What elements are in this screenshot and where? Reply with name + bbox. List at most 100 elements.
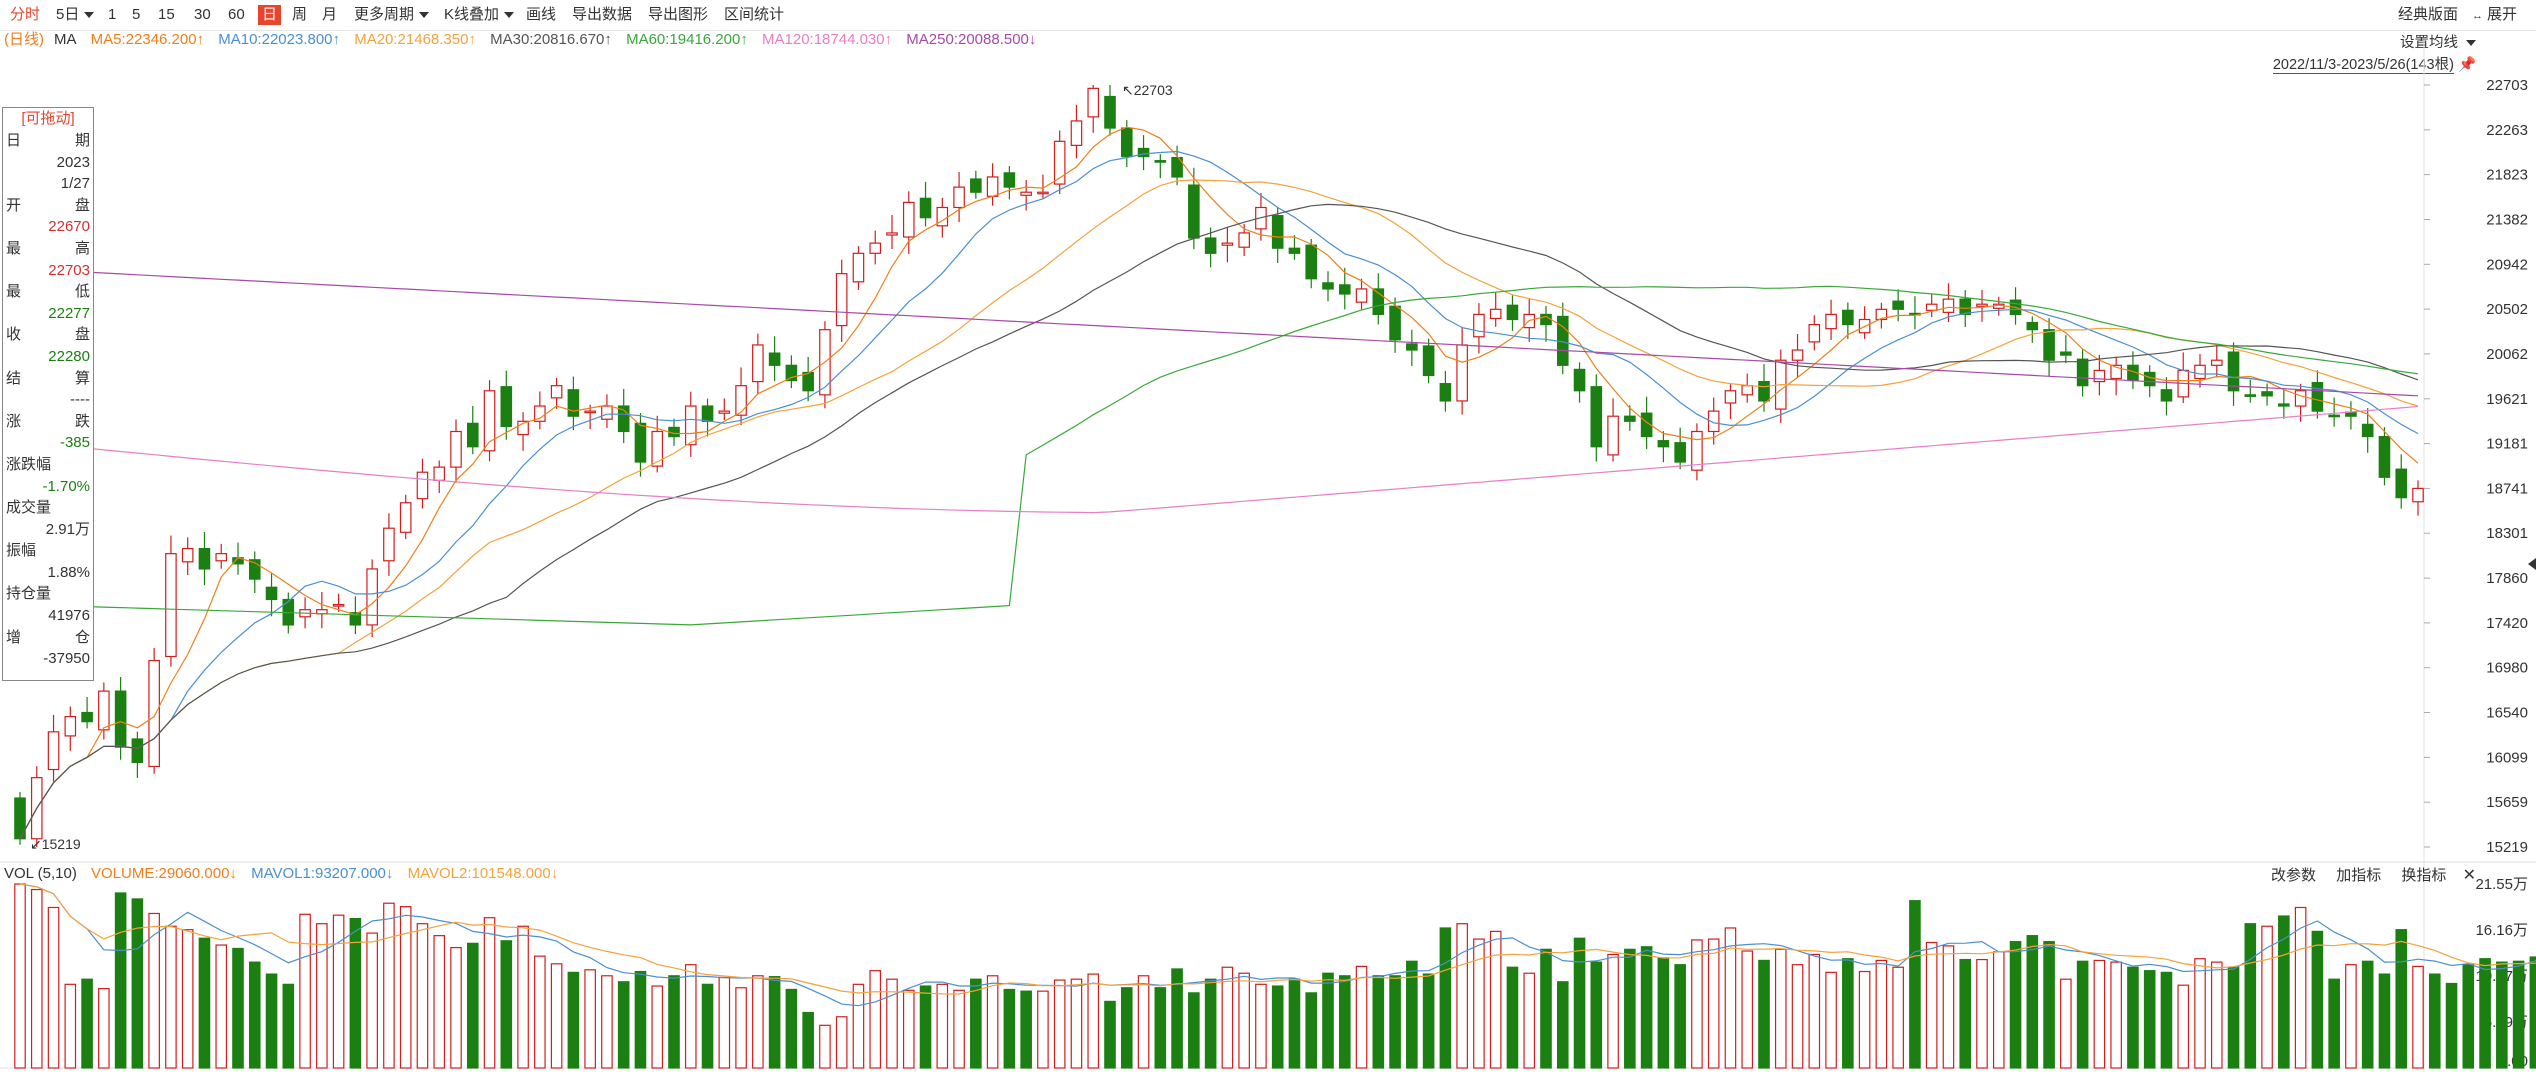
kline-overlay-label: K线叠加 — [444, 6, 500, 23]
candle-body — [366, 568, 378, 626]
ma20-value: MA20:21468.350↑ — [354, 31, 476, 48]
more-periods-dropdown[interactable]: 更多周期 — [354, 5, 430, 25]
tab-5min[interactable]: 5 — [132, 6, 141, 23]
tab-weekly[interactable]: 周 — [292, 6, 308, 23]
candle-body — [2261, 391, 2273, 397]
expand-button[interactable]: ↔ 展开 — [2472, 5, 2517, 25]
volume-bar — [81, 978, 93, 1069]
volume-bar — [1037, 990, 1049, 1069]
info-label-part: 振幅 — [6, 542, 37, 560]
export-image-button[interactable]: 导出图形 — [648, 6, 709, 23]
volume-bar — [1221, 966, 1234, 1069]
volume-bar — [802, 1011, 814, 1069]
volume-bar — [98, 987, 110, 1069]
candle-body — [1758, 380, 1770, 402]
volume-bar — [1875, 959, 1888, 1069]
volume-bar — [1909, 900, 1921, 1069]
candle-body — [2311, 382, 2324, 412]
kline-overlay-dropdown[interactable]: K线叠加 — [444, 5, 515, 25]
volume-bar — [1590, 961, 1603, 1069]
volume-bar — [1389, 975, 1401, 1069]
info-label-part: 算 — [74, 369, 90, 387]
candle-body — [1221, 242, 1234, 246]
mavol1-value: MAVOL1:93207.000↓ — [251, 865, 394, 882]
add-indicator-button[interactable]: 加指标 — [2336, 867, 2382, 884]
candle-body — [1037, 191, 1049, 195]
volume-bar — [1540, 948, 1552, 1069]
volume-bar — [500, 940, 513, 1069]
volume-bar — [970, 978, 982, 1069]
ma10-value: MA10:22023.800↑ — [218, 31, 341, 48]
info-label-part: 盘 — [74, 326, 90, 344]
set-ma-dropdown[interactable]: 设置均线 — [2273, 32, 2476, 54]
volume-bar — [265, 973, 278, 1069]
info-label: 开盘 — [3, 195, 93, 217]
volume-bar — [1422, 973, 1435, 1069]
volume-bar — [2445, 982, 2458, 1069]
candle-body — [2378, 435, 2391, 478]
volume-bar — [1053, 979, 1066, 1069]
price-axis-label: 22703 — [2486, 77, 2528, 94]
info-panel[interactable]: [可拖动] 日期 2023 1/27 开盘 22670 最高 22703 最低 22277 收盘 2… — [2, 107, 94, 681]
volume-bar — [2110, 961, 2122, 1069]
tab-monthly[interactable]: 月 — [322, 6, 338, 23]
volume-bar — [1456, 923, 1468, 1069]
candle-body — [1573, 368, 1586, 392]
range-stats-button[interactable]: 区间统计 — [724, 6, 785, 23]
volume-bar — [718, 976, 731, 1069]
close-icon[interactable]: ✕ — [2462, 867, 2476, 884]
tab-15min[interactable]: 15 — [158, 6, 175, 23]
info-label-part: 期 — [74, 132, 90, 149]
volume-bar — [1489, 930, 1502, 1069]
tab-30min[interactable]: 30 — [194, 6, 211, 23]
draw-line-button[interactable]: 画线 — [526, 6, 557, 23]
volume-bar — [1137, 975, 1150, 1069]
set-ma-label: 设置均线 — [2400, 35, 2458, 51]
switch-indicator-button[interactable]: 换指标 — [2401, 867, 2447, 884]
volume-bar — [1825, 971, 1837, 1069]
volume-bar — [1842, 958, 1854, 1069]
tab-daily[interactable]: 日 — [258, 5, 282, 25]
tab-60min[interactable]: 60 — [228, 6, 245, 23]
volume-bar — [953, 989, 965, 1069]
price-axis-label: 15659 — [2486, 794, 2528, 811]
candle-body — [1406, 343, 1418, 351]
price-axis-label: 17420 — [2486, 615, 2528, 632]
top-right-panel: 设置均线 2022/11/3-2023/5/26(143根) 📌 — [2272, 32, 2476, 76]
export-data-button[interactable]: 导出数据 — [572, 6, 633, 23]
volume-bar — [232, 947, 244, 1069]
classic-layout-button[interactable]: 经典版面 — [2398, 6, 2459, 23]
collapse-arrow-icon[interactable] — [2528, 558, 2536, 570]
tab-intraday[interactable]: 分时 — [10, 6, 41, 23]
date-range-label[interactable]: 2022/11/3-2023/5/26(143根) — [2272, 57, 2454, 74]
volume-bar — [1473, 938, 1485, 1069]
candle-body — [1288, 247, 1301, 254]
info-label: 最低 — [3, 281, 93, 303]
ma-label[interactable]: MA — [54, 31, 77, 48]
volume-bar — [2009, 941, 2022, 1069]
candle-body — [919, 197, 932, 219]
candle-body — [1489, 308, 1502, 320]
candle-body — [735, 385, 747, 416]
volume-bar — [248, 961, 261, 1069]
info-label: 日期 — [3, 130, 93, 152]
pin-icon[interactable]: 📌 — [2457, 57, 2476, 73]
volume-bar — [2496, 961, 2508, 1069]
info-label: 结算 — [3, 368, 93, 390]
expand-icon: ↔ — [2472, 10, 2483, 22]
volume-bar — [282, 983, 295, 1069]
info-value: 2023 — [56, 153, 90, 171]
info-label: 持仓量 — [3, 583, 93, 605]
tab-5day[interactable]: 5日 — [56, 5, 95, 25]
candle-body — [1439, 383, 1452, 402]
candle-body — [2244, 394, 2257, 397]
volume-bar — [785, 988, 798, 1069]
tab-1min[interactable]: 1 — [108, 6, 117, 23]
price-axis-label: 16540 — [2486, 704, 2528, 721]
price-axis-label: 20062 — [2486, 346, 2528, 363]
candle-body — [1372, 288, 1385, 315]
volume-bar — [131, 898, 144, 1069]
volume-bar — [47, 906, 60, 1069]
change-params-button[interactable]: 改参数 — [2271, 867, 2317, 884]
